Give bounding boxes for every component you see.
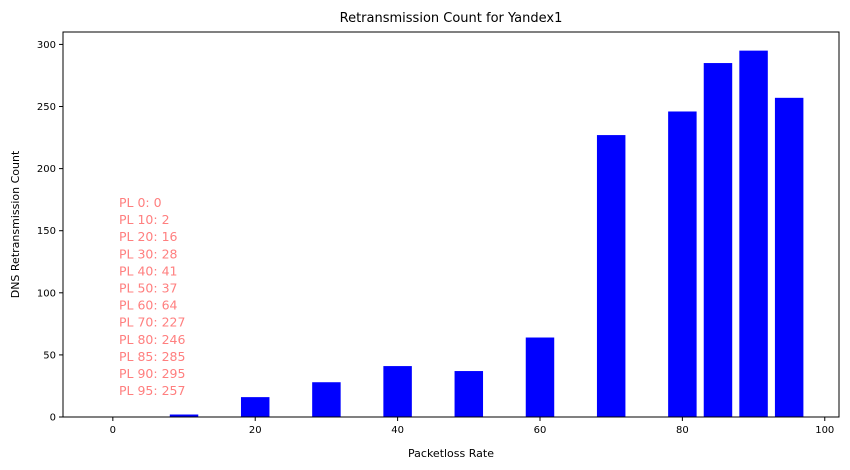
- x-tick-label: 20: [249, 425, 262, 436]
- annotation-label: PL 70: 227: [119, 315, 185, 330]
- annotation-label: PL 95: 257: [119, 383, 185, 398]
- annotation-label: PL 10: 2: [119, 212, 170, 227]
- x-tick-label: 100: [815, 425, 834, 436]
- bar-pl-90: [739, 50, 768, 418]
- x-axis-label: Packetloss Rate: [408, 447, 494, 460]
- annotation-label: PL 90: 295: [119, 366, 185, 381]
- annotation-label: PL 40: 41: [119, 263, 177, 278]
- bar-pl-70: [596, 135, 626, 418]
- plot-frame: [62, 31, 840, 418]
- x-tick-label: 0: [110, 425, 116, 436]
- y-tick-label: 0: [50, 413, 56, 424]
- bar-pl-10: [169, 414, 199, 417]
- bar-pl-95: [774, 97, 804, 418]
- x-tick-label: 80: [676, 425, 689, 436]
- bar-pl-30: [312, 382, 341, 417]
- annotation-label: PL 30: 28: [119, 246, 178, 261]
- annotation-label: PL 85: 285: [119, 349, 185, 364]
- annotation-label: PL 60: 64: [119, 298, 178, 313]
- y-axis-label: DNS Retransmission Count: [9, 150, 22, 298]
- bars-group: [169, 50, 804, 418]
- y-axis: 0 50 100 150 200 250 300: [37, 40, 63, 424]
- x-tick-label: 60: [534, 425, 547, 436]
- x-axis: 0 20 40 60 80 100: [110, 417, 834, 436]
- y-tick-label: 250: [37, 102, 56, 113]
- y-tick-label: 200: [37, 164, 56, 175]
- bar-pl-85: [703, 63, 733, 417]
- bar-pl-40: [383, 366, 412, 417]
- y-tick-label: 100: [37, 288, 56, 299]
- annotation-label: PL 80: 246: [119, 332, 185, 347]
- annotation-label: PL 20: 16: [119, 229, 178, 244]
- y-tick-label: 150: [37, 226, 56, 237]
- bar-pl-50: [454, 371, 484, 417]
- y-tick-label: 50: [43, 350, 56, 361]
- y-tick-label: 300: [37, 40, 56, 51]
- bar-pl-80: [668, 111, 697, 417]
- annotation-label: PL 50: 37: [119, 281, 177, 296]
- bar-pl-20: [240, 397, 270, 417]
- chart-title: Retransmission Count for Yandex1: [340, 11, 563, 26]
- bar-pl-60: [525, 337, 555, 417]
- x-tick-label: 40: [391, 425, 404, 436]
- annotation-label: PL 0: 0: [119, 195, 162, 210]
- annotations-group: PL 0: 0 PL 10: 2 PL 20: 16 PL 30: 28 PL 40: …: [119, 195, 185, 398]
